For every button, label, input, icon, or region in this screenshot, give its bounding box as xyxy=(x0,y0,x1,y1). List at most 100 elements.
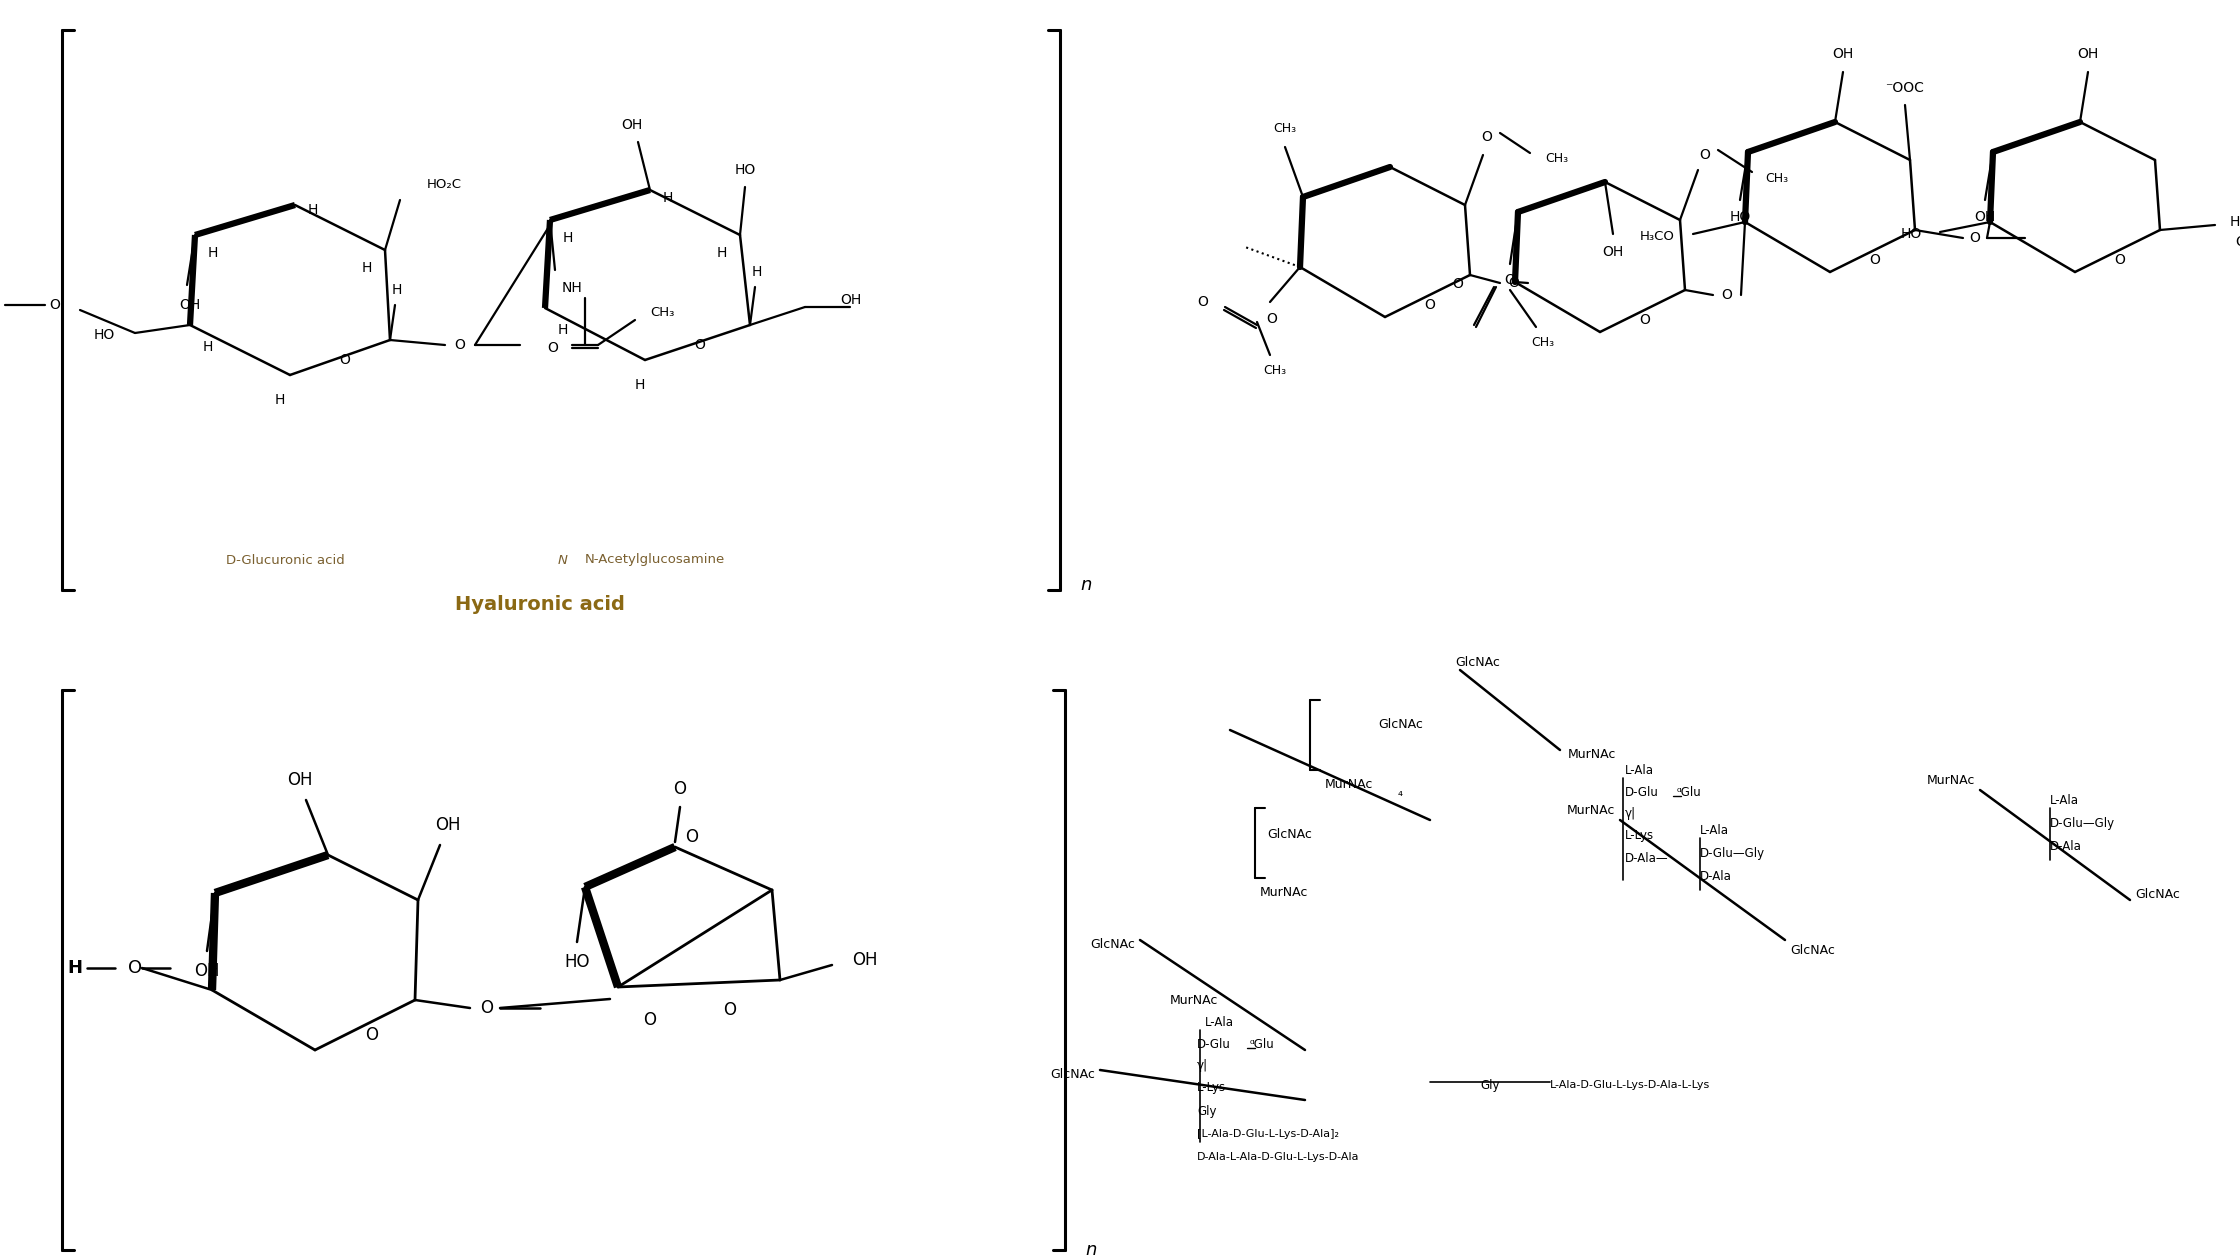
Text: H: H xyxy=(67,959,83,976)
Text: Gly: Gly xyxy=(1196,1105,1216,1119)
Text: D-Glu: D-Glu xyxy=(1624,785,1660,799)
Text: OH: OH xyxy=(620,118,643,132)
Text: Gly: Gly xyxy=(1481,1079,1499,1091)
Text: H: H xyxy=(276,393,284,407)
Text: HO: HO xyxy=(564,953,589,971)
Text: O: O xyxy=(547,341,558,355)
Text: O: O xyxy=(1870,253,1879,267)
Text: OH: OH xyxy=(179,299,202,312)
Text: MurNAc: MurNAc xyxy=(1568,748,1617,761)
Text: CH₃: CH₃ xyxy=(1272,122,1297,136)
Text: HO: HO xyxy=(1902,227,1922,241)
Text: H: H xyxy=(562,231,573,244)
Text: HO₂C: HO₂C xyxy=(428,179,461,192)
Text: GlcNAc: GlcNAc xyxy=(1378,718,1422,732)
Text: O: O xyxy=(1505,273,1516,287)
Text: CH₃: CH₃ xyxy=(650,305,674,319)
Text: MurNAc: MurNAc xyxy=(1326,779,1373,791)
Text: H: H xyxy=(307,203,318,217)
Text: O: O xyxy=(340,353,349,367)
Text: H: H xyxy=(717,246,728,260)
Text: O: O xyxy=(482,999,493,1017)
Text: [L-Ala-D-Glu-L-Lys-D-Ala]₂: [L-Ala-D-Glu-L-Lys-D-Ala]₂ xyxy=(1196,1129,1340,1139)
Text: O: O xyxy=(724,1000,737,1019)
Text: H: H xyxy=(558,323,569,336)
Text: O: O xyxy=(1481,130,1492,144)
Text: O: O xyxy=(685,828,699,845)
Text: OH: OH xyxy=(1832,47,1855,60)
Text: D-Glu—Gly: D-Glu—Gly xyxy=(1700,847,1765,859)
Text: ₄: ₄ xyxy=(1398,785,1402,799)
Text: CH₃: CH₃ xyxy=(1546,151,1568,165)
Text: O: O xyxy=(1266,312,1277,326)
Text: OH: OH xyxy=(1602,244,1624,260)
Text: L-Lys: L-Lys xyxy=(1624,829,1653,843)
Text: MurNAc: MurNAc xyxy=(1169,993,1219,1007)
Text: OH: OH xyxy=(840,294,860,307)
Text: O: O xyxy=(1452,277,1463,291)
Text: GlcNAc: GlcNAc xyxy=(1091,939,1136,951)
Text: H: H xyxy=(392,284,403,297)
Text: L-Ala: L-Ala xyxy=(2050,794,2079,806)
Text: O: O xyxy=(1700,147,1711,163)
Text: O: O xyxy=(2115,253,2126,267)
Text: D-Ala: D-Ala xyxy=(2050,839,2081,853)
Text: HO: HO xyxy=(735,163,755,176)
Text: O: O xyxy=(2236,236,2240,249)
Text: H: H xyxy=(634,378,645,392)
Text: O: O xyxy=(643,1011,656,1029)
Text: O: O xyxy=(1723,289,1732,302)
Text: HO-: HO- xyxy=(2231,215,2240,229)
Text: H₃CO: H₃CO xyxy=(1640,231,1676,243)
Text: L-Ala-D-Glu-L-Lys-D-Ala-L-Lys: L-Ala-D-Glu-L-Lys-D-Ala-L-Lys xyxy=(1550,1080,1711,1090)
Text: HO: HO xyxy=(94,328,114,341)
Text: GlcNAc: GlcNAc xyxy=(1051,1068,1095,1081)
Text: O: O xyxy=(365,1026,379,1045)
Text: O: O xyxy=(128,959,141,976)
Text: O: O xyxy=(49,299,60,312)
Text: γ|: γ| xyxy=(1196,1060,1207,1072)
Text: D-Ala: D-Ala xyxy=(1700,869,1732,882)
Text: O: O xyxy=(455,338,466,352)
Text: CH₃: CH₃ xyxy=(1532,335,1555,349)
Text: D-Glu: D-Glu xyxy=(1196,1037,1230,1051)
Text: O: O xyxy=(1508,276,1519,290)
Text: MurNAc: MurNAc xyxy=(1926,774,1976,786)
Text: γ|: γ| xyxy=(1624,808,1635,820)
Text: MurNAc: MurNAc xyxy=(1259,886,1308,898)
Text: H: H xyxy=(753,265,762,278)
Text: n: n xyxy=(1084,1241,1095,1259)
Text: L-Lys: L-Lys xyxy=(1196,1081,1225,1095)
Text: D-Glu—Gly: D-Glu—Gly xyxy=(2050,816,2115,829)
Text: O: O xyxy=(1640,312,1651,328)
Text: O: O xyxy=(1196,295,1207,309)
Text: NH: NH xyxy=(562,281,582,295)
Text: OH: OH xyxy=(851,951,878,969)
Text: O: O xyxy=(694,338,706,352)
Text: D-Glucuronic acid: D-Glucuronic acid xyxy=(226,553,345,567)
Text: n: n xyxy=(1080,576,1091,593)
Text: ᵅGlu: ᵅGlu xyxy=(1678,785,1702,799)
Text: N-Acetylglucosamine: N-Acetylglucosamine xyxy=(585,553,726,567)
Text: N: N xyxy=(558,553,569,567)
Text: H: H xyxy=(663,192,674,205)
Text: D-Ala-L-Ala-D-Glu-L-Lys-D-Ala: D-Ala-L-Ala-D-Glu-L-Lys-D-Ala xyxy=(1196,1152,1360,1162)
Text: Hyaluronic acid: Hyaluronic acid xyxy=(455,596,625,615)
Text: ᵅGlu: ᵅGlu xyxy=(1250,1037,1275,1051)
Text: GlcNAc: GlcNAc xyxy=(1456,655,1501,669)
Text: H: H xyxy=(363,261,372,275)
Text: CH₃: CH₃ xyxy=(1765,171,1788,184)
Text: GlcNAc: GlcNAc xyxy=(2135,888,2180,901)
Text: MurNAc: MurNAc xyxy=(1566,804,1615,816)
Text: O: O xyxy=(1969,231,1980,244)
Text: CH₃: CH₃ xyxy=(1263,363,1286,377)
Text: ⁻OOC: ⁻OOC xyxy=(1886,81,1924,94)
Text: OH: OH xyxy=(287,771,314,789)
Text: O: O xyxy=(674,780,685,798)
Text: H: H xyxy=(208,246,217,260)
Text: OH: OH xyxy=(435,816,461,834)
Text: OH: OH xyxy=(2076,47,2099,60)
Text: O: O xyxy=(1425,299,1436,312)
Text: OH: OH xyxy=(1973,210,1996,224)
Text: HO: HO xyxy=(1729,210,1752,224)
